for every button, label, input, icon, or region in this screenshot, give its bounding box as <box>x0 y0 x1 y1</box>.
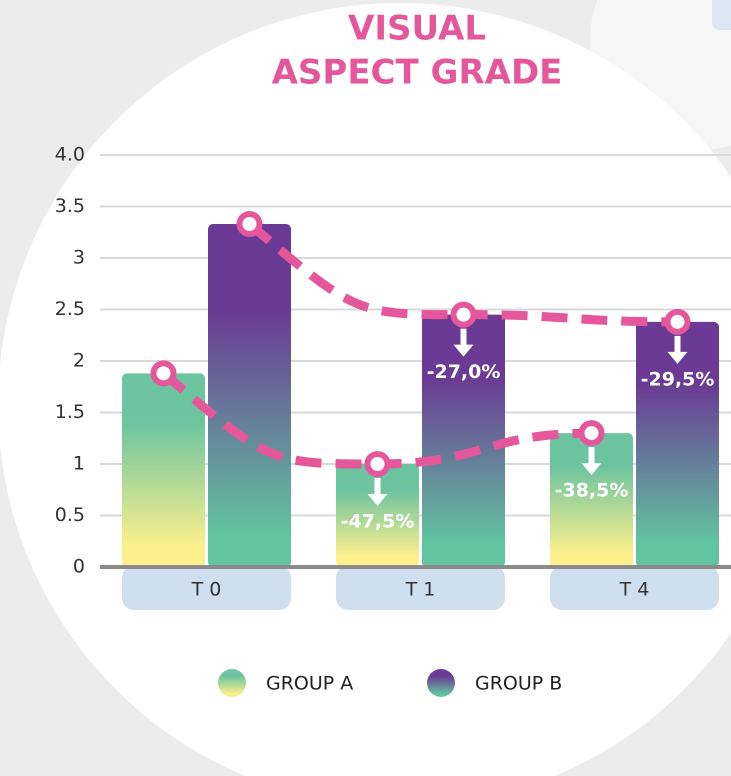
chart-title: ASPECT GRADE <box>272 53 563 93</box>
legend-swatch <box>218 669 246 697</box>
category-pill <box>336 566 505 610</box>
y-tick-label: 3 <box>73 247 85 269</box>
legend-swatch <box>427 669 455 697</box>
bar <box>422 314 505 567</box>
point-marker <box>450 301 477 328</box>
bar <box>550 433 633 567</box>
x-tick-label: T 0 <box>191 579 222 601</box>
y-tick-label: 1 <box>73 453 85 475</box>
y-tick-label: 3.5 <box>55 195 85 217</box>
y-tick-label: 0 <box>73 556 85 578</box>
y-tick-label: 1.5 <box>55 401 85 423</box>
bar <box>336 464 419 567</box>
x-tick-label: T 1 <box>405 579 436 601</box>
bar <box>208 224 291 567</box>
point-marker <box>364 451 391 477</box>
y-tick-label: 2.5 <box>55 298 85 320</box>
down-arrow <box>667 335 688 364</box>
legend-label: GROUP A <box>266 673 353 695</box>
change-label: -27,0% <box>427 361 501 383</box>
y-tick-label: 4.0 <box>55 144 85 166</box>
decor-pill <box>712 0 731 30</box>
category-pill <box>122 566 291 610</box>
legend-label: GROUP B <box>475 673 562 695</box>
down-arrow <box>367 478 388 506</box>
point-marker <box>664 308 691 335</box>
down-arrow <box>581 447 602 476</box>
point-marker <box>236 211 263 238</box>
chart-title: VISUAL <box>348 9 486 49</box>
down-arrow <box>453 328 474 357</box>
change-label: -29,5% <box>641 368 715 390</box>
bar <box>122 373 205 567</box>
point-marker <box>150 360 177 387</box>
x-tick-label: T 4 <box>619 579 650 601</box>
bar <box>636 321 719 567</box>
category-pill <box>550 566 719 610</box>
y-tick-label: 0.5 <box>55 504 85 526</box>
point-marker <box>578 420 605 447</box>
change-label: -47,5% <box>341 511 415 533</box>
y-tick-label: 2 <box>73 350 85 372</box>
change-label: -38,5% <box>555 480 629 502</box>
